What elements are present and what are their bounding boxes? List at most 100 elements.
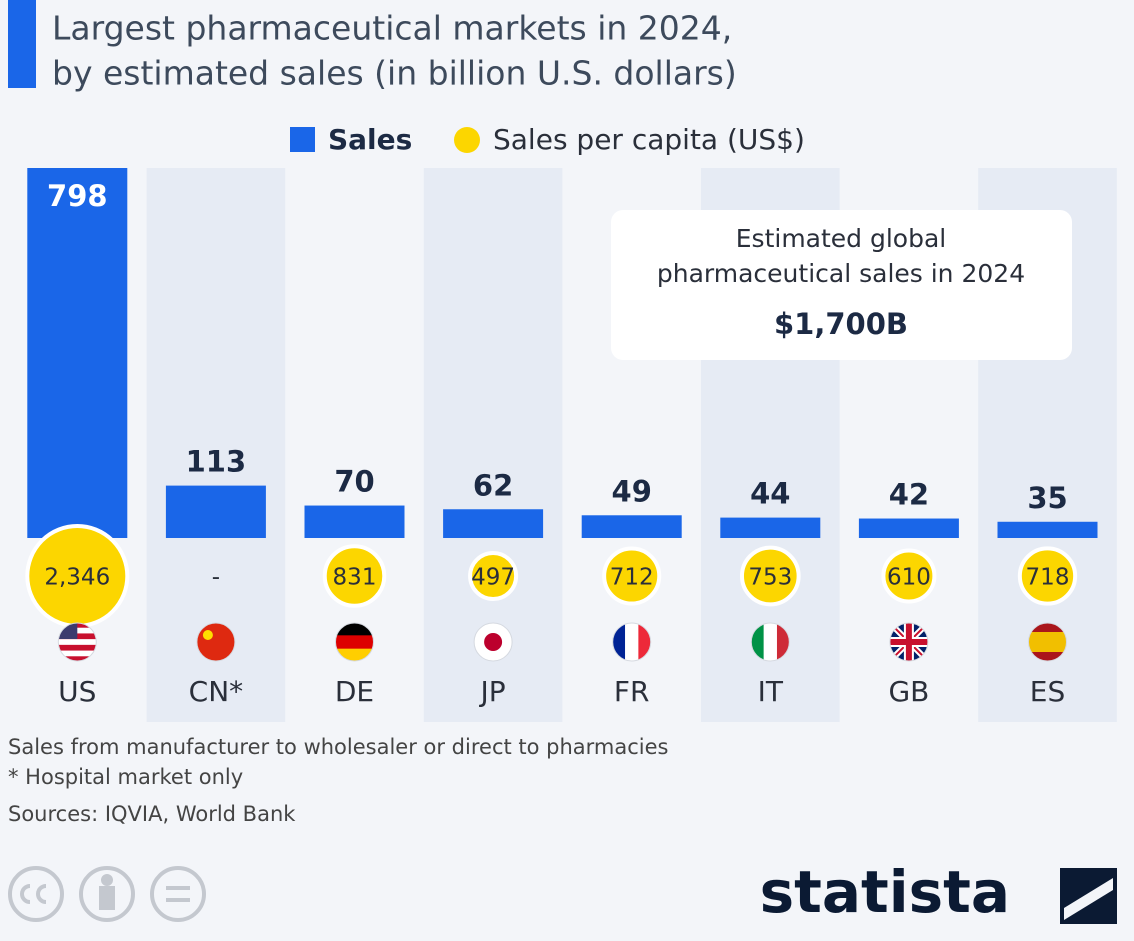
bar (997, 521, 1098, 538)
bubble-label: 2,346 (44, 565, 110, 591)
chart-title: Largest pharmaceutical markets in 2024, (52, 9, 732, 48)
annotation-text: pharmaceutical sales in 2024 (657, 259, 1025, 288)
flag-part (202, 630, 213, 640)
x-tick-label: DE (335, 675, 374, 708)
flag-part (625, 623, 639, 661)
flag-part (58, 644, 97, 652)
footnote: Sales from manufacturer to wholesaler or… (8, 735, 669, 759)
flag-part (335, 635, 374, 650)
chart-title: by estimated sales (in billion U.S. doll… (52, 54, 737, 93)
by-glyph (101, 874, 113, 886)
brand-logo: statista (760, 858, 1010, 926)
bubble-label: 497 (471, 565, 515, 591)
annotation-text: Estimated global (736, 224, 947, 253)
flag-border (612, 622, 652, 662)
bubble (322, 544, 387, 608)
legend-label: Sales (328, 123, 412, 156)
flag-part (889, 623, 928, 661)
bar (720, 517, 821, 538)
bar (581, 515, 682, 538)
bar-value-label: 35 (1027, 481, 1067, 515)
bubble-label: 718 (1026, 565, 1070, 591)
x-tick-label: US (58, 675, 96, 708)
flag-part (638, 623, 651, 661)
flag-part (58, 656, 97, 661)
flag-part (335, 648, 374, 661)
flag-part (335, 623, 374, 636)
bubble-label: 712 (610, 565, 654, 591)
x-tick-label: CN* (189, 675, 244, 708)
brand-mark-slash (1064, 878, 1113, 920)
flag-part (1028, 623, 1067, 633)
bubble (739, 545, 801, 607)
flag-border (473, 622, 513, 662)
flag-part (58, 639, 97, 646)
flag-part (484, 633, 503, 651)
source: Sources: IQVIA, World Bank (8, 802, 296, 826)
bar-value-label: 42 (889, 478, 929, 512)
bubble-label: 831 (333, 565, 377, 591)
legend-label: Sales per capita (US$) (493, 123, 805, 156)
bar (165, 485, 266, 538)
flag-border (889, 622, 929, 662)
x-tick-label: ES (1030, 675, 1065, 708)
cc-icon (8, 866, 64, 922)
flag-border (750, 622, 790, 662)
by-glyph (99, 886, 115, 910)
title-accent (8, 0, 36, 88)
bubble-label: - (212, 565, 220, 591)
flag (335, 623, 374, 661)
annotation-box (611, 210, 1072, 360)
flag-part (1028, 642, 1067, 653)
bar-value-label: 44 (750, 477, 790, 511)
x-tick-label: JP (479, 675, 506, 708)
flag-part (751, 623, 765, 661)
nd-glyph (166, 886, 190, 902)
bubble (468, 550, 519, 602)
bar-value-label: 49 (612, 474, 652, 508)
flag (58, 623, 97, 661)
flag-border (196, 622, 236, 662)
nd-icon (150, 866, 206, 922)
x-tick-label: GB (888, 675, 929, 708)
flag-part (196, 623, 235, 661)
flag (751, 623, 790, 661)
legend-swatch (454, 127, 480, 153)
bar-value-label: 798 (47, 179, 108, 213)
bubble (881, 548, 937, 604)
flag-border (1028, 622, 1067, 662)
flag (474, 623, 513, 661)
bar-value-label: 113 (186, 445, 247, 479)
flag (1028, 623, 1067, 661)
bar (443, 509, 544, 538)
bar (304, 505, 405, 538)
license-icons (8, 866, 206, 922)
annotation-value: $1,700B (774, 307, 908, 341)
flag (196, 623, 235, 661)
legend-swatch (290, 127, 315, 152)
flag (612, 623, 651, 661)
bar-value-label: 70 (334, 465, 374, 499)
by-icon (79, 866, 135, 922)
bar (858, 518, 959, 538)
cc-glyph (20, 884, 47, 904)
flag-part (58, 650, 97, 657)
bar (27, 168, 128, 538)
flag-part (763, 623, 778, 661)
bar-value-label: 62 (473, 468, 513, 502)
flag-part (1028, 632, 1067, 643)
flag-border (335, 622, 374, 662)
x-tick-label: FR (614, 675, 650, 708)
flag-part (612, 623, 626, 661)
bubble (602, 546, 662, 606)
x-tick-label: IT (758, 675, 784, 708)
brand-mark (1060, 868, 1117, 924)
bubble-label: 610 (887, 565, 931, 591)
flag-part (1028, 652, 1067, 661)
flag-part (776, 623, 790, 661)
flag-border (57, 622, 97, 662)
bubble-label: 753 (748, 565, 792, 591)
bubble (1017, 546, 1078, 606)
